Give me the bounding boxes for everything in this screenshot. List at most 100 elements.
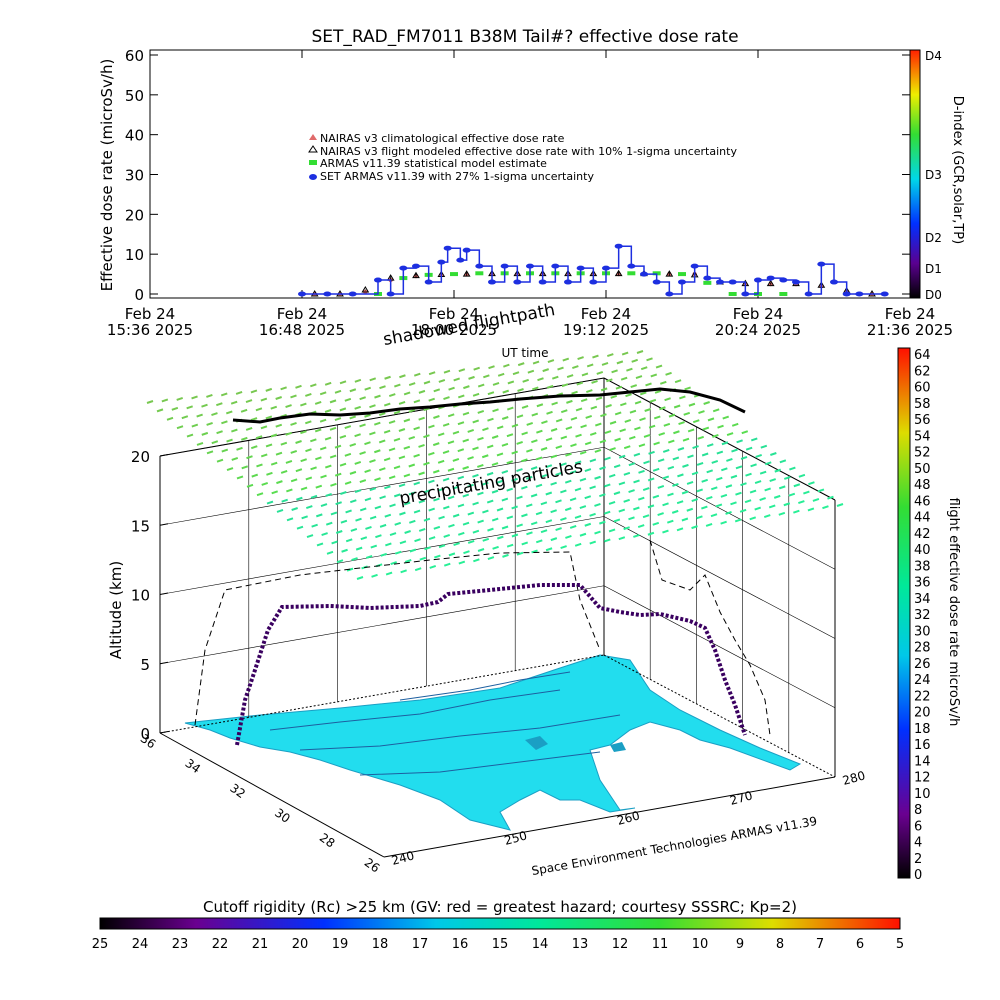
particle-mark: [560, 409, 568, 414]
particle-mark: [793, 509, 800, 514]
particle-mark: [512, 371, 520, 376]
particle-mark: [457, 531, 465, 536]
particle-mark: [511, 450, 518, 455]
dindex-tick-label: D0: [925, 288, 942, 302]
particle-mark: [618, 536, 626, 541]
particle-mark: [472, 473, 479, 478]
rigidity-tick-label: 12: [612, 937, 629, 952]
set-armas-point: [437, 259, 446, 265]
particle-mark: [356, 576, 364, 580]
particle-mark: [618, 508, 626, 513]
rigidity-tick-label: 17: [412, 937, 429, 952]
dose-tick-label: 56: [914, 413, 931, 428]
set-armas-point: [614, 243, 623, 249]
particle-mark: [750, 437, 758, 442]
lon-tick-label: 270: [728, 788, 754, 807]
particle-mark: [808, 481, 815, 486]
particle-mark: [467, 483, 474, 488]
particle-mark: [418, 471, 425, 476]
particle-mark: [176, 397, 184, 401]
armas-stat-point: [652, 271, 661, 276]
particle-mark: [418, 416, 425, 421]
particle-mark: [364, 469, 371, 473]
dose-tick-label: 22: [914, 689, 931, 704]
particle-mark: [290, 478, 298, 483]
particle-mark: [404, 530, 411, 534]
particle-mark: [817, 488, 825, 493]
longitude-axis: 240 250 260 270 280: [390, 768, 867, 867]
particle-mark: [642, 487, 650, 491]
particle-mark: [589, 485, 596, 490]
legend-marker-set-armas: [309, 174, 317, 180]
particle-mark: [717, 424, 724, 429]
particle-mark: [570, 443, 577, 448]
particle-mark: [836, 503, 844, 507]
particle-mark: [369, 377, 377, 382]
dindex-tick-label: D4: [925, 49, 942, 63]
particle-mark: [373, 421, 381, 426]
particle-mark: [398, 400, 406, 405]
particle-mark: [448, 386, 455, 391]
particle-mark: [564, 479, 572, 484]
particle-mark: [443, 534, 451, 538]
dose-tick-label: 18: [914, 722, 931, 737]
dose-tick-label: 58: [914, 397, 931, 412]
particle-mark: [429, 564, 437, 569]
particle-mark: [579, 477, 587, 482]
particle-mark: [276, 509, 284, 513]
particle-mark: [468, 375, 475, 380]
particle-mark: [506, 487, 514, 492]
particle-mark: [770, 452, 777, 456]
particle-mark: [400, 569, 407, 574]
particle-mark: [359, 451, 366, 455]
particle-mark: [517, 388, 524, 392]
rigidity-tick-label: 24: [132, 937, 149, 952]
y-tick-label: 20: [125, 206, 144, 224]
particle-mark: [531, 412, 539, 417]
legend-marker-armas-stat: [309, 160, 317, 165]
particle-mark: [648, 424, 656, 429]
particle-mark: [295, 468, 303, 473]
particle-mark: [419, 556, 427, 561]
particle-mark: [540, 501, 548, 506]
nairas-flight-point: [462, 270, 471, 277]
armas-stat-point: [627, 271, 636, 276]
particle-mark: [783, 475, 791, 480]
particle-mark: [516, 495, 523, 500]
dose-tick-label: 54: [914, 429, 931, 444]
particle-mark: [655, 364, 663, 369]
particle-mark: [712, 408, 720, 413]
particle-mark: [722, 415, 730, 420]
particle-mark: [606, 378, 613, 383]
particle-mark: [560, 489, 567, 494]
rigidity-tick-label: 21: [252, 937, 269, 952]
particle-mark: [678, 421, 685, 425]
particle-mark: [698, 410, 705, 415]
particle-mark: [437, 432, 445, 437]
particle-mark: [744, 499, 752, 504]
particle-mark: [725, 484, 733, 489]
particle-mark: [643, 460, 650, 465]
particle-mark: [726, 457, 733, 462]
particle-mark: [697, 435, 705, 440]
set-armas-point: [602, 265, 610, 271]
particle-mark: [473, 558, 480, 563]
particle-mark: [329, 454, 337, 459]
particle-mark: [631, 358, 639, 363]
particle-mark: [467, 539, 475, 544]
top-series-group: [298, 243, 889, 297]
particle-mark: [749, 489, 757, 494]
legend-entry-armas-stat: ARMAS v11.39 statistical model estimate: [320, 157, 547, 170]
particle-mark: [428, 451, 435, 456]
particle-mark: [545, 519, 553, 524]
x-tick-label-time: 19:12 2025: [563, 321, 649, 339]
particle-mark: [497, 535, 504, 540]
particle-mark: [682, 463, 689, 468]
particle-mark: [565, 452, 572, 457]
particle-mark: [492, 545, 499, 550]
particle-mark: [295, 440, 302, 444]
particle-mark: [408, 463, 416, 468]
particle-mark: [409, 519, 416, 524]
set-armas-point: [640, 271, 648, 277]
particle-mark: [434, 554, 441, 559]
